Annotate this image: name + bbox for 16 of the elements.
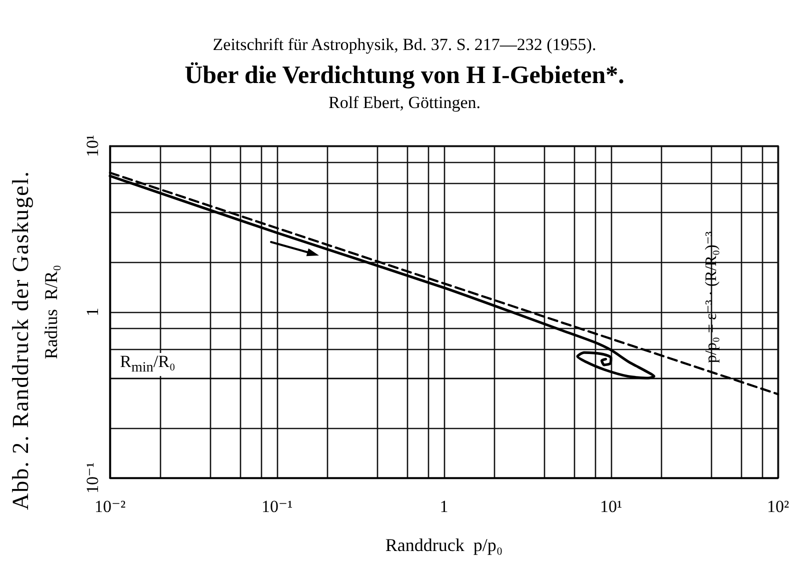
- caption: Abb. 2. Randdruck der Gaskugel.: [8, 170, 33, 510]
- annotation: p/p₀ = ε⁻³ · (R/R₀)⁻³: [702, 232, 720, 364]
- ref-line-label: R$_{min}$/R₀: [118, 352, 178, 376]
- x-tick-label: 10⁻²: [94, 497, 126, 516]
- x-axis-title: Randdruck p/p₀: [385, 535, 503, 555]
- chart-subtitle: Rolf Ebert, Göttingen.: [327, 93, 482, 113]
- y-axis-title: Radius R/R₀: [41, 264, 61, 360]
- y-tick-label: 1: [83, 308, 102, 316]
- x-tick-label: 10⁻¹: [261, 497, 293, 516]
- chart-title: Über die Verdichtung von H I-Gebieten*.: [184, 62, 626, 90]
- x-tick-label: 10¹: [600, 497, 622, 516]
- x-tick-label: 10²: [766, 497, 790, 516]
- text: Zeitschrift für Astrophysik, Bd. 37. S. 217—232 (1955).: [212, 35, 598, 55]
- y-tick-label: 10¹: [83, 134, 102, 158]
- y-tick-label: 10⁻¹: [83, 462, 102, 494]
- x-tick-label: 1: [440, 497, 448, 516]
